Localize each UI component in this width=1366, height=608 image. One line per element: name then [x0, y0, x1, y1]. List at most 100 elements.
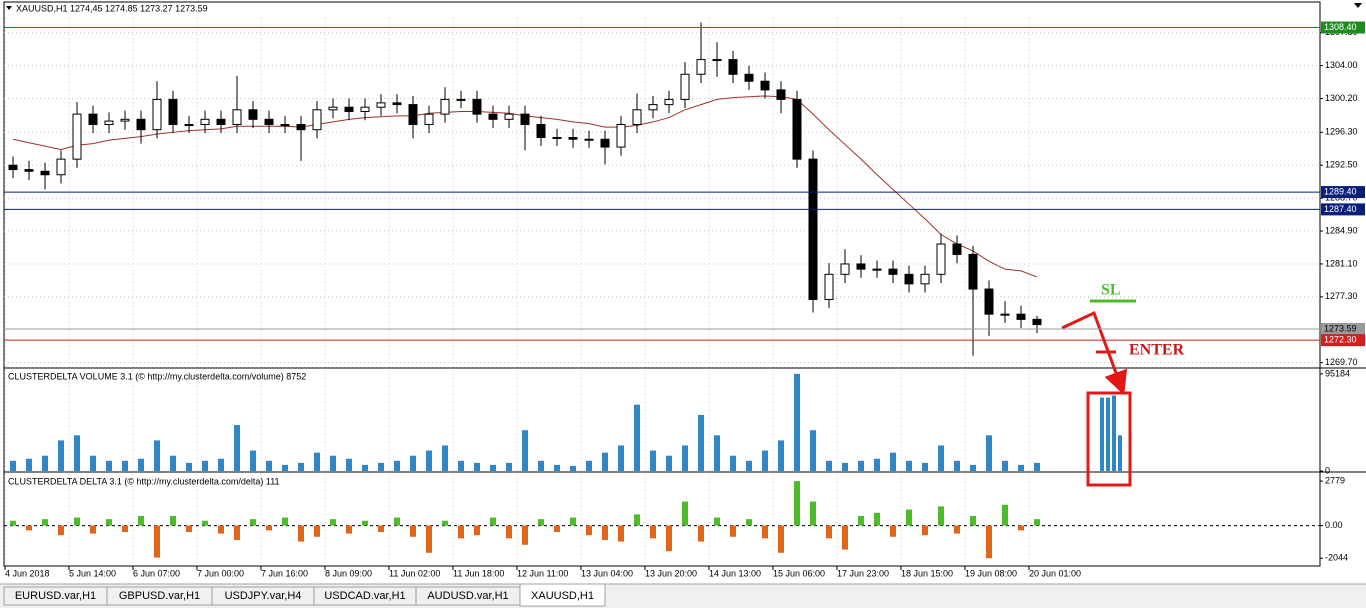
bar: [26, 525, 32, 531]
bar: [618, 525, 624, 542]
bar: [234, 525, 240, 540]
bar: [26, 458, 32, 471]
bar: [538, 519, 544, 526]
bar: [634, 514, 640, 526]
x-tick-label: 12 Jun 11:00: [517, 568, 568, 578]
bar: [762, 450, 768, 471]
tab-label[interactable]: EURUSD.var,H1: [15, 590, 96, 602]
bar: [778, 440, 784, 471]
bar: [922, 525, 928, 536]
bar: [938, 445, 944, 471]
candle-body: [552, 137, 562, 140]
bar: [90, 455, 96, 471]
price-level-box: [1321, 21, 1365, 34]
candle-body: [744, 73, 754, 82]
boxed-bar: [1118, 435, 1122, 471]
bar: [122, 525, 128, 532]
bar: [826, 460, 832, 471]
candle-body: [1000, 313, 1010, 316]
bar: [314, 525, 320, 537]
price-level-label: 1289.40: [1324, 186, 1357, 196]
bar: [794, 373, 800, 471]
bar: [554, 464, 560, 471]
bar: [362, 520, 368, 526]
tab[interactable]: [519, 583, 606, 607]
x-tick-label: 15 Jun 06:00: [773, 568, 825, 578]
bar: [970, 464, 976, 471]
price-level-box: [1321, 334, 1365, 347]
enter-label: ENTER: [1129, 342, 1185, 359]
x-tick-label: 11 Jun 02:00: [389, 568, 440, 578]
bar: [186, 462, 192, 471]
candle-body: [728, 59, 738, 75]
bar: [778, 525, 784, 553]
candle-body: [200, 118, 210, 126]
highlight-box: [1086, 391, 1132, 487]
sl-label: SL: [1101, 282, 1121, 299]
bar: [442, 445, 448, 471]
bar: [858, 515, 864, 526]
bar: [682, 501, 688, 526]
bar: [618, 445, 624, 471]
bar: [954, 525, 960, 534]
bar: [10, 460, 16, 471]
candle-body: [312, 109, 322, 131]
y-tick-label: 1296.30: [1325, 127, 1358, 137]
bar: [218, 458, 224, 471]
candle-body: [456, 98, 466, 101]
tab-label[interactable]: XAUUSD,H1: [531, 590, 594, 602]
bar: [90, 525, 96, 534]
candle-body: [136, 118, 146, 131]
symbol-menu-icon[interactable]: [6, 6, 12, 10]
bar: [58, 440, 64, 471]
bar: [1018, 525, 1024, 531]
bar: [570, 465, 576, 471]
bar: [1018, 464, 1024, 471]
bar: [554, 525, 560, 532]
bar: [522, 525, 528, 545]
tab-label[interactable]: USDCAD.var,H1: [324, 590, 405, 602]
bar: [202, 520, 208, 526]
tab-label[interactable]: USDJPY.var,H4: [225, 590, 302, 602]
candle-body: [712, 59, 722, 62]
candle-body: [520, 113, 530, 126]
bar: [202, 460, 208, 471]
candle-body: [568, 137, 578, 140]
candle-body: [8, 164, 18, 171]
bar: [1034, 519, 1040, 526]
bar: [810, 501, 816, 526]
chart-header: XAUUSD,H1 1274,45 1274.85 1273.27 1273.5…: [16, 3, 208, 13]
bar: [666, 455, 672, 471]
bar: [1034, 462, 1040, 471]
price-level-box: [1321, 203, 1365, 216]
candle-body: [536, 124, 546, 139]
bar: [42, 455, 48, 471]
bar: [1002, 504, 1008, 526]
bar: [602, 452, 608, 471]
bar: [362, 464, 368, 471]
tab-label[interactable]: AUDUSD.var,H1: [427, 590, 508, 602]
candle-body: [488, 113, 498, 120]
bar: [250, 519, 256, 526]
tab-label[interactable]: GBPUSD.var,H1: [119, 590, 200, 602]
price-level-label: 1308.40: [1324, 22, 1357, 32]
bar: [714, 517, 720, 526]
y-tick-label: 2779: [1325, 475, 1345, 485]
bar: [954, 460, 960, 471]
bar: [490, 517, 496, 526]
bar: [474, 525, 480, 536]
candle-body: [392, 102, 402, 106]
y-tick-label: 1281.10: [1325, 258, 1358, 268]
candle-body: [72, 113, 82, 160]
y-tick-label: 0.00: [1325, 520, 1343, 530]
bar: [394, 460, 400, 471]
candle-body: [184, 124, 194, 127]
candle-body: [296, 124, 306, 131]
bar: [842, 525, 848, 550]
x-tick-label: 17 Jun 23:00: [837, 568, 889, 578]
bar: [138, 458, 144, 471]
candle-body: [952, 243, 962, 255]
x-tick-label: 20 Jun 01:00: [1029, 568, 1081, 578]
bar: [330, 455, 336, 471]
